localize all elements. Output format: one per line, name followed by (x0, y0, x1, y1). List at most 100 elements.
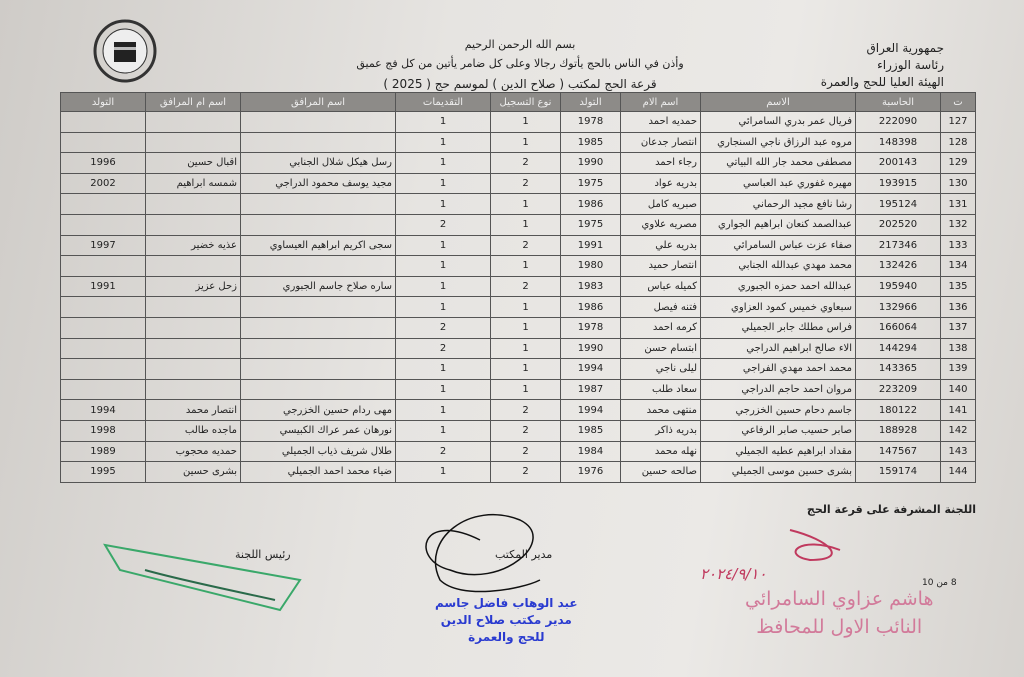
empty-cell (145, 111, 241, 133)
cell: سجى اكريم ابراهيم العيساوي (240, 234, 396, 257)
manager-stamp: عبد الوهاب فاضل جاسم مدير مكتب صلاح الدي… (435, 595, 578, 646)
logo (93, 19, 157, 83)
cell: 148398 (855, 131, 941, 154)
cell: ضياء محمد احمد الجميلي (240, 461, 396, 483)
cell: رسل هيكل شلال الجنابي (240, 152, 396, 174)
cell: 1997 (60, 234, 146, 257)
empty-cell (145, 316, 241, 339)
table-row: 128 148398 مروه عبد الرزاق ناجي السنجاري ان… (60, 131, 976, 154)
cell: 1 (395, 255, 491, 277)
empty-cell (60, 213, 146, 236)
cell: 1994 (560, 358, 621, 380)
cell: 1 (395, 461, 491, 483)
cell: كميله عباس (620, 275, 701, 298)
cell: رشا نافع مجيد الرحماني (700, 193, 856, 215)
committee: اللجنة المشرفة على قرعة الحج (806, 503, 976, 516)
cell: 132426 (855, 255, 941, 277)
cell: 2 (395, 337, 491, 360)
cell: بدريه ذاكر (620, 419, 701, 442)
cell: مهيره غفوري عبد العباسي (700, 172, 856, 195)
cell: 139 (940, 358, 976, 380)
column-header: اسم ام المرافق (145, 92, 241, 112)
cell: 130 (940, 172, 976, 195)
column-header: التقديمات (395, 92, 491, 112)
cell: 1985 (560, 131, 621, 154)
cell: 1 (490, 111, 561, 133)
cell: 1987 (560, 378, 621, 401)
empty-cell (60, 337, 146, 360)
cell: 132 (940, 213, 976, 236)
cell: حمديه احمد (620, 111, 701, 133)
cell: انتصار محمد (145, 399, 241, 421)
cell: 222090 (855, 111, 941, 133)
cell: كرمه احمد (620, 316, 701, 339)
cell: 2002 (60, 172, 146, 195)
cell: 200143 (855, 152, 941, 174)
cell: مصطفى محمد جار الله البياتي (700, 152, 856, 174)
cell: صالحه حسين (620, 461, 701, 483)
empty-cell (60, 296, 146, 318)
cell: محمد مهدي عبدالله الجنابي (700, 255, 856, 277)
cell: مروه عبد الرزاق ناجي السنجاري (700, 131, 856, 154)
empty-cell (60, 131, 146, 154)
table-row: 142 188928 صابر حسيب صابر الرفاعي بدريه ذاك… (60, 419, 976, 442)
cell: منتهى محمد (620, 399, 701, 421)
cell: 1994 (560, 399, 621, 421)
cell: 134 (940, 255, 976, 277)
column-header: الحاسبة (855, 92, 941, 112)
cell: 2 (490, 461, 561, 483)
table-row: 132 202520 عبدالصمد كنعان ابراهيم الجواري م… (60, 213, 976, 236)
table-row: 130 193915 مهيره غفوري عبد العباسي بدريه عو… (60, 172, 976, 195)
cell: صبريه كامل (620, 193, 701, 215)
cell: 2 (395, 316, 491, 339)
stamp-line: هاشم عزاوي السامرائي (745, 588, 934, 610)
cell: فراس مطلك جابر الجميلي (700, 316, 856, 339)
cell: رجاء احمد (620, 152, 701, 174)
cell: 132966 (855, 296, 941, 318)
basmala: بسم الله الرحمن الرحيم (464, 38, 576, 51)
cell: 129 (940, 152, 976, 174)
cell: 2 (490, 275, 561, 298)
empty-cell (240, 378, 396, 401)
empty-cell (60, 193, 146, 215)
empty-cell (145, 255, 241, 277)
cell: 195940 (855, 275, 941, 298)
cell: 1986 (560, 296, 621, 318)
cell: 2 (490, 440, 561, 463)
column-header: الاسم (700, 92, 856, 112)
cell: انتصار جدعان (620, 131, 701, 154)
table-row: 144 159174 بشرى حسين موسى الجميلي صالحه حسي… (60, 461, 976, 483)
cell: شمسه ابراهيم (145, 172, 241, 195)
cell: 1986 (560, 193, 621, 215)
cell: 128 (940, 131, 976, 154)
stamp-line: للحج والعمرة (468, 630, 545, 644)
cell: طلال شريف ذياب الجميلي (240, 440, 396, 463)
cell: 2 (490, 234, 561, 257)
cell: 2 (490, 152, 561, 174)
table-row: 141 180122 جاسم دحام حسين الخزرجي منتهى محم… (60, 399, 976, 421)
cell: 2 (395, 213, 491, 236)
empty-cell (145, 358, 241, 380)
cell: اقبال حسين (145, 152, 241, 174)
empty-cell (60, 358, 146, 380)
cell: فريال عمر بدري السامرائي (700, 111, 856, 133)
empty-cell (240, 296, 396, 318)
table-row: 139 143365 محمد احمد مهدي الفراجي ليلى ناجي… (60, 358, 976, 380)
table-row: 143 147567 مقداد ابراهيم عطيه الجميلي نهله … (60, 440, 976, 463)
issuer-line: جمهورية العراق (866, 41, 944, 55)
table-row: 129 200143 مصطفى محمد جار الله البياتي رجاء… (60, 152, 976, 174)
cell: 1 (395, 193, 491, 215)
cell: 1980 (560, 255, 621, 277)
empty-cell (240, 213, 396, 236)
empty-cell (145, 337, 241, 360)
cell: 223209 (855, 378, 941, 401)
empty-cell (240, 131, 396, 154)
cell: 1976 (560, 461, 621, 483)
empty-cell (60, 255, 146, 277)
stamp-line: النائب الاول للمحافظ (756, 616, 923, 638)
cell: ابتسام حسن (620, 337, 701, 360)
deputy-stamp: هاشم عزاوي السامرائي النائب الاول للمحاف… (745, 585, 933, 641)
verse: وأذن في الناس بالحج يأتوك رجالا وعلى كل … (356, 57, 684, 70)
cell: 142 (940, 419, 976, 442)
cell: صابر حسيب صابر الرفاعي (700, 419, 856, 442)
